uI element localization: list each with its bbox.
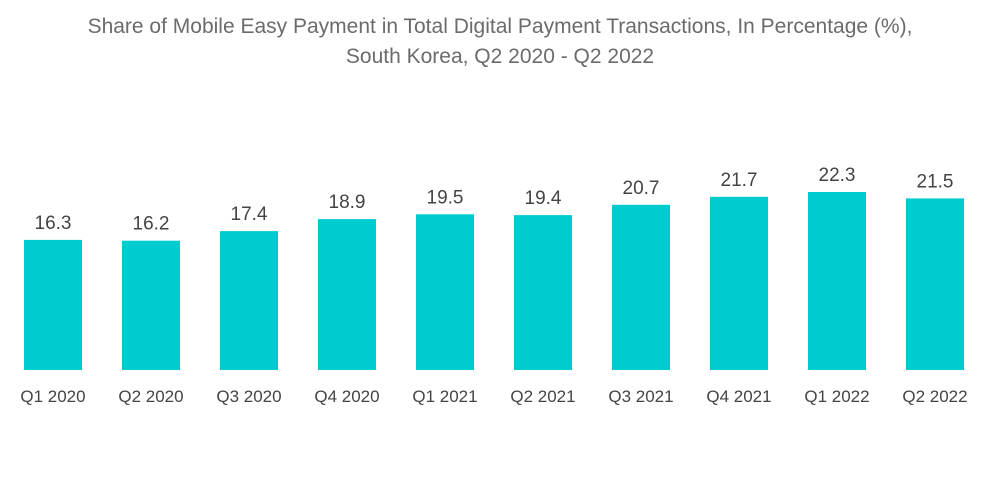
x-tick-label-q3-2021: Q3 2021 [608,387,673,406]
x-tick-label-q1-2020: Q1 2020 [20,387,85,406]
bar-q3-2020 [220,231,278,370]
chart-title-line-1: Share of Mobile Easy Payment in Total Di… [87,15,913,38]
x-tick-label-q4-2020: Q4 2020 [314,387,379,406]
bar-q3-2021 [612,204,670,370]
data-label-q3-2021: 20.7 [623,178,660,199]
x-tick-label-q4-2021: Q4 2021 [706,387,771,406]
bar-q4-2021 [710,196,768,370]
bar-q4-2020 [318,219,376,370]
x-tick-label-q2-2020: Q2 2020 [118,387,183,406]
bar-q1-2021 [416,214,474,370]
data-label-q3-2020: 17.4 [231,204,268,225]
x-tick-label-q2-2022: Q2 2022 [902,387,967,406]
bar-q1-2020 [24,239,82,370]
chart-title: Share of Mobile Easy Payment in Total Di… [0,12,1000,72]
x-tick-label-q1-2021: Q1 2021 [412,387,477,406]
data-label-q1-2021: 19.5 [427,187,464,208]
data-label-q2-2022: 21.5 [917,171,954,192]
data-label-q4-2020: 18.9 [329,192,366,213]
chart-title-line-2: South Korea, Q2 2020 - Q2 2022 [345,45,655,68]
x-tick-label-q1-2022: Q1 2022 [804,387,869,406]
bar-q1-2022 [808,192,866,370]
bar-q2-2022 [906,198,964,370]
bar-q2-2020 [122,240,180,370]
data-label-q2-2020: 16.2 [133,214,170,235]
data-label-q4-2021: 21.7 [721,170,758,191]
bar-q2-2021 [514,215,572,370]
data-label-q1-2020: 16.3 [35,213,72,234]
x-tick-label-q2-2021: Q2 2021 [510,387,575,406]
data-label-q1-2022: 22.3 [819,165,856,186]
data-label-q2-2021: 19.4 [525,188,562,209]
x-tick-label-q3-2020: Q3 2020 [216,387,281,406]
